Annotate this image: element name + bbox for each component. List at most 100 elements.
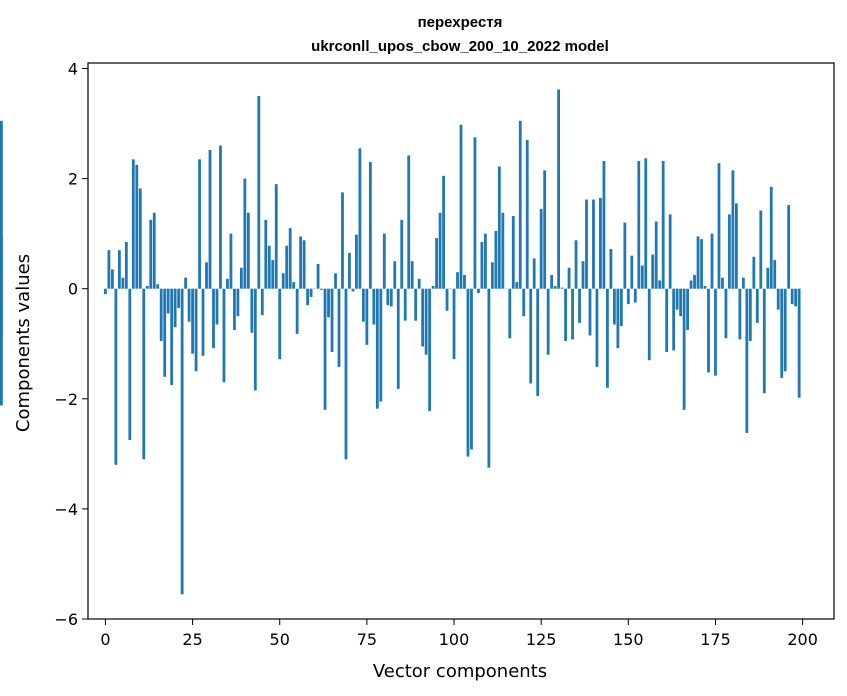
x-tick-label-50: 50 — [270, 630, 290, 649]
bar-80 — [382, 233, 386, 289]
bar-28 — [201, 288, 205, 356]
bar-27 — [198, 159, 201, 289]
bar-15 — [156, 284, 160, 289]
bar-92 — [424, 288, 428, 355]
bar-192 — [773, 260, 777, 289]
bar-173 — [707, 288, 710, 373]
bar-41 — [246, 212, 250, 289]
bar-134 — [571, 288, 574, 340]
bar-undefined — [0, 236, 3, 289]
bar-132 — [564, 288, 567, 341]
bar-187 — [755, 288, 759, 323]
bar-26 — [194, 288, 198, 372]
y-tick-label--2: −2 — [54, 390, 78, 409]
bar-154 — [640, 265, 644, 289]
bar-162 — [668, 214, 672, 289]
bar-74 — [362, 288, 365, 322]
bar-72 — [355, 234, 358, 289]
bar-182 — [738, 288, 742, 340]
bar-177 — [721, 277, 724, 289]
bar-179 — [728, 214, 731, 289]
bar-43 — [253, 288, 257, 391]
bar-110 — [487, 288, 491, 468]
bar-36 — [229, 233, 233, 289]
bar-40 — [243, 178, 247, 289]
y-tick-label-0: 0 — [68, 280, 78, 299]
bar-166 — [682, 288, 686, 410]
y-tick-label-2: 2 — [68, 170, 78, 189]
bar-100 — [452, 288, 456, 360]
bar-119 — [518, 120, 522, 289]
bar-73 — [358, 148, 362, 289]
bar-57 — [302, 240, 306, 289]
bar-199 — [797, 288, 801, 398]
bar-195 — [783, 288, 787, 372]
bar-191 — [769, 186, 773, 289]
bar-172 — [703, 285, 707, 289]
bar-137 — [581, 261, 585, 289]
bar-84 — [396, 288, 400, 389]
bar-1 — [107, 250, 111, 289]
bar-140 — [592, 199, 595, 289]
bar-112 — [494, 230, 498, 289]
x-tick-label-75: 75 — [357, 630, 377, 649]
bar-121 — [525, 140, 529, 289]
bar-148 — [619, 288, 623, 327]
bar-133 — [567, 267, 571, 289]
bar-37 — [233, 288, 236, 330]
bar-147 — [616, 288, 620, 349]
bar-155 — [644, 158, 648, 289]
bar-128 — [550, 274, 554, 289]
bar-90 — [417, 278, 421, 289]
x-tick-label-125: 125 — [526, 630, 557, 649]
x-tick-label-100: 100 — [439, 630, 470, 649]
bar-190 — [766, 267, 770, 289]
bar-123 — [532, 258, 536, 289]
x-tick-label-25: 25 — [182, 630, 202, 649]
bar-111 — [490, 262, 494, 289]
bar-4 — [117, 250, 121, 289]
bar-53 — [288, 228, 292, 289]
bar-81 — [386, 288, 390, 306]
bar-93 — [428, 288, 432, 411]
bar-138 — [585, 199, 588, 289]
bar-63 — [323, 288, 327, 410]
bar-52 — [285, 245, 289, 289]
bar-undefined — [0, 288, 3, 338]
bar-131 — [560, 287, 564, 289]
bar-31 — [212, 288, 215, 349]
bar-164 — [675, 288, 679, 310]
bar-157 — [651, 254, 655, 289]
bar-59 — [309, 288, 313, 297]
bar-35 — [226, 278, 229, 289]
bar-54 — [292, 282, 296, 289]
bar-14 — [152, 212, 156, 289]
bar-108 — [480, 241, 484, 289]
x-tick-label-150: 150 — [613, 630, 644, 649]
chart-subtitle: ukrconll_upos_cbow_200_10_2022 model — [311, 38, 609, 55]
bar-189 — [762, 288, 766, 394]
bar-98 — [445, 288, 449, 311]
bar-77 — [372, 288, 376, 325]
bar-196 — [787, 205, 791, 289]
bar-178 — [724, 288, 728, 339]
bar-46 — [264, 219, 268, 289]
bar-139 — [588, 288, 592, 336]
bar-19 — [170, 288, 174, 386]
chart-title-group: перехрестя ukrconll_upos_cbow_200_10_202… — [311, 14, 609, 55]
bar-89 — [414, 288, 418, 321]
bar-48 — [271, 260, 275, 289]
bar-129 — [553, 285, 557, 289]
bar-127 — [546, 288, 550, 355]
bar-130 — [557, 89, 560, 289]
bar-170 — [696, 236, 700, 289]
bar-103 — [463, 274, 466, 289]
bar-161 — [665, 288, 669, 353]
bar-188 — [759, 210, 763, 289]
bar-undefined — [0, 120, 3, 289]
x-tick-label-175: 175 — [700, 630, 731, 649]
bar-175 — [714, 288, 717, 376]
bar-88 — [410, 261, 414, 289]
x-axis-label: Vector components — [373, 661, 547, 682]
bar-30 — [208, 149, 212, 289]
